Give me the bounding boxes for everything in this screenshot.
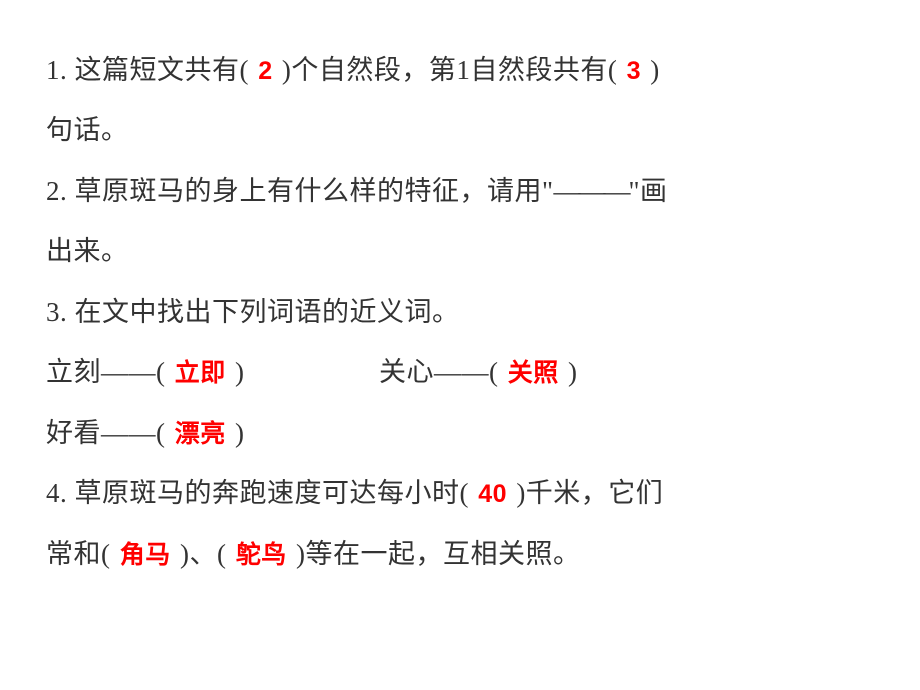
q4-answer-2: 角马 xyxy=(118,541,173,569)
q1-prefix: 1. 这篇短文共有( xyxy=(46,55,249,85)
q3-w2-label: 关心——( xyxy=(379,357,499,387)
q1-line2: 句话。 xyxy=(46,100,874,160)
q2-prefix: 2. 草原斑马的身上有什么样的特征，请用" xyxy=(46,176,554,206)
q3-w2-close: ) xyxy=(568,357,578,387)
q2-mid: "画 xyxy=(629,176,668,206)
q3-w1-answer: 立即 xyxy=(173,359,228,387)
q3-w3-label: 好看——( xyxy=(46,418,166,448)
q1-answer-2: 3 xyxy=(625,57,643,85)
q2-line1: 2. 草原斑马的身上有什么样的特征，请用"———"画 xyxy=(46,161,874,221)
q4-mid2: )、( xyxy=(180,539,226,569)
q3-w3-answer: 漂亮 xyxy=(173,420,228,448)
q3-w2-answer: 关照 xyxy=(506,359,561,387)
q1-answer-1: 2 xyxy=(256,57,274,85)
q3-row1: 立刻——( 立即 ) 关心——( 关照 ) xyxy=(46,342,874,402)
q4-answer-3: 鸵鸟 xyxy=(234,541,289,569)
q1-line1: 1. 这篇短文共有( 2 )个自然段，第1自然段共有( 3 ) xyxy=(46,40,874,100)
q4-suffix: )等在一起，互相关照。 xyxy=(296,539,581,569)
q3-w1-close: ) xyxy=(235,357,245,387)
q4-prefix: 4. 草原斑马的奔跑速度可达每小时( xyxy=(46,478,469,508)
q2-line2: 出来。 xyxy=(46,221,874,281)
q1-mid1: )个自然段，第1自然段共有( xyxy=(282,55,617,85)
q3-w1-label: 立刻——( xyxy=(46,357,166,387)
q1-suffix1: ) xyxy=(650,55,660,85)
q4-answer-1: 40 xyxy=(476,480,509,508)
q4-line2a: 常和( xyxy=(46,539,111,569)
q3-w3-close: ) xyxy=(235,418,245,448)
q3-row2: 好看——( 漂亮 ) xyxy=(46,403,874,463)
q4-line1: 4. 草原斑马的奔跑速度可达每小时( 40 )千米，它们 xyxy=(46,463,874,523)
q2-dash: ——— xyxy=(554,176,629,206)
q3-title: 3. 在文中找出下列词语的近义词。 xyxy=(46,282,874,342)
q4-mid1: )千米，它们 xyxy=(516,478,663,508)
q4-line2: 常和( 角马 )、( 鸵鸟 )等在一起，互相关照。 xyxy=(46,524,874,584)
